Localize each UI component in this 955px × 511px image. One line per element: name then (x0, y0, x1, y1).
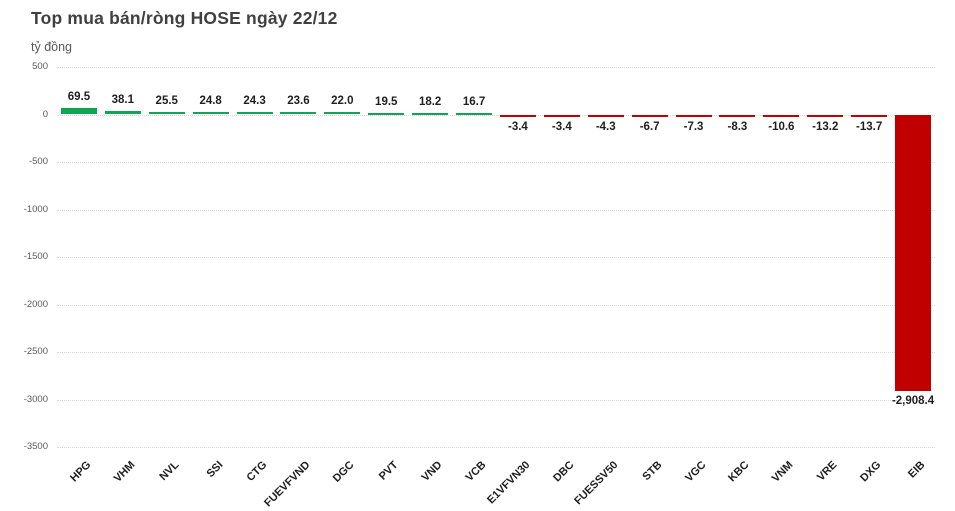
bar-positive (192, 112, 229, 115)
y-tick-label: 500 (32, 61, 48, 72)
bar-negative (587, 114, 624, 117)
bar-value-label: -2,908.4 (891, 394, 935, 407)
gridline (57, 67, 935, 68)
category-label: HPG (68, 459, 94, 485)
bar-value-label: 24.3 (243, 95, 266, 108)
gridline (57, 399, 935, 401)
bar-negative (851, 114, 888, 117)
y-tick-label: -500 (28, 156, 48, 167)
gridline (57, 257, 935, 258)
bar-positive (280, 112, 317, 115)
gridline (57, 304, 935, 306)
bar-value-label: 22.0 (331, 95, 354, 108)
bar-negative (499, 114, 536, 117)
bar-negative (895, 114, 932, 391)
gridline (57, 352, 935, 353)
bar-value-label: -4.3 (595, 120, 616, 133)
gridline (57, 447, 935, 448)
bar-value-label: 25.5 (155, 95, 178, 108)
bar-value-label: 24.8 (199, 95, 222, 108)
y-tick-label: -1000 (23, 203, 48, 215)
bar-negative (763, 114, 800, 117)
bar-value-label: -3.4 (508, 120, 528, 133)
bar-value-label: 16.7 (462, 95, 486, 108)
y-axis-unit-label: tỷ đồng (31, 40, 73, 54)
bar-value-label: -3.4 (551, 120, 572, 133)
bar-positive (368, 112, 405, 115)
bar-positive (148, 112, 185, 115)
bar-value-label: -8.3 (727, 120, 748, 133)
bar-positive (104, 110, 141, 115)
bar-value-label: -10.6 (768, 120, 795, 133)
bar-negative (719, 114, 756, 117)
gridline (57, 162, 935, 163)
bar-value-label: 18.2 (418, 95, 442, 108)
gridline (57, 114, 935, 116)
bar-positive (236, 112, 273, 115)
y-tick-label: 0 (42, 108, 48, 120)
bar-negative (807, 114, 844, 117)
bar-value-label: -13.2 (812, 120, 839, 133)
bar-positive (60, 107, 97, 115)
bar-value-label: -7.3 (683, 120, 704, 133)
bar-value-label: 19.5 (375, 95, 398, 108)
bar-negative (543, 114, 580, 117)
bar-negative (631, 114, 668, 117)
gridline (57, 209, 935, 211)
y-tick-label: -1500 (23, 251, 48, 262)
y-tick-label: -3000 (23, 393, 48, 405)
bar-value-label: -6.7 (639, 120, 660, 133)
y-tick-label: -3500 (23, 441, 48, 452)
bar-positive (412, 112, 449, 115)
y-tick-label: -2000 (23, 298, 48, 310)
bar-value-label: 23.6 (287, 95, 310, 108)
bar-positive (324, 112, 361, 115)
bar-value-label: 38.1 (111, 93, 135, 106)
bar-value-label: 69.5 (67, 90, 91, 103)
bar-value-label: -13.7 (856, 120, 883, 133)
y-tick-label: -2500 (23, 346, 48, 357)
bar-positive (456, 112, 493, 115)
bar-negative (675, 114, 712, 117)
chart-title: Top mua bán/ròng HOSE ngày 22/12 (31, 8, 338, 28)
